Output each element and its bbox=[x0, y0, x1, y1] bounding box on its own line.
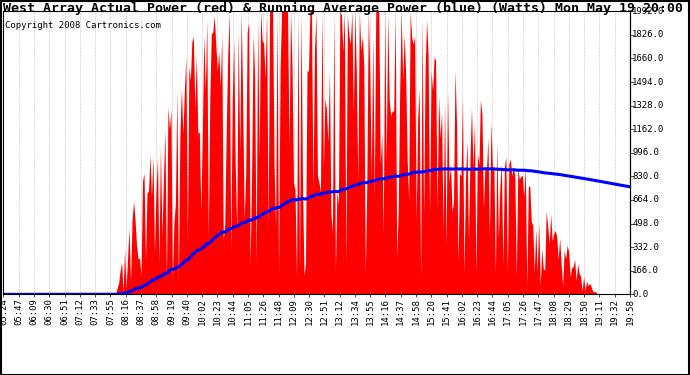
Text: 1826.0: 1826.0 bbox=[632, 30, 664, 39]
Text: 996.0: 996.0 bbox=[632, 148, 659, 158]
Text: 166.0: 166.0 bbox=[632, 266, 659, 275]
Text: 830.0: 830.0 bbox=[632, 172, 659, 181]
Text: 1992.0: 1992.0 bbox=[632, 7, 664, 16]
Text: 664.0: 664.0 bbox=[632, 195, 659, 204]
Text: Copyright 2008 Cartronics.com: Copyright 2008 Cartronics.com bbox=[6, 21, 161, 30]
Text: West Array Actual Power (red) & Running Average Power (blue) (Watts) Mon May 19 : West Array Actual Power (red) & Running … bbox=[3, 2, 684, 15]
Text: 1162.0: 1162.0 bbox=[632, 125, 664, 134]
Text: 1328.0: 1328.0 bbox=[632, 101, 664, 110]
Text: 332.0: 332.0 bbox=[632, 243, 659, 252]
Text: 1494.0: 1494.0 bbox=[632, 78, 664, 87]
Text: 1660.0: 1660.0 bbox=[632, 54, 664, 63]
Text: 0.0: 0.0 bbox=[632, 290, 648, 299]
Text: 498.0: 498.0 bbox=[632, 219, 659, 228]
